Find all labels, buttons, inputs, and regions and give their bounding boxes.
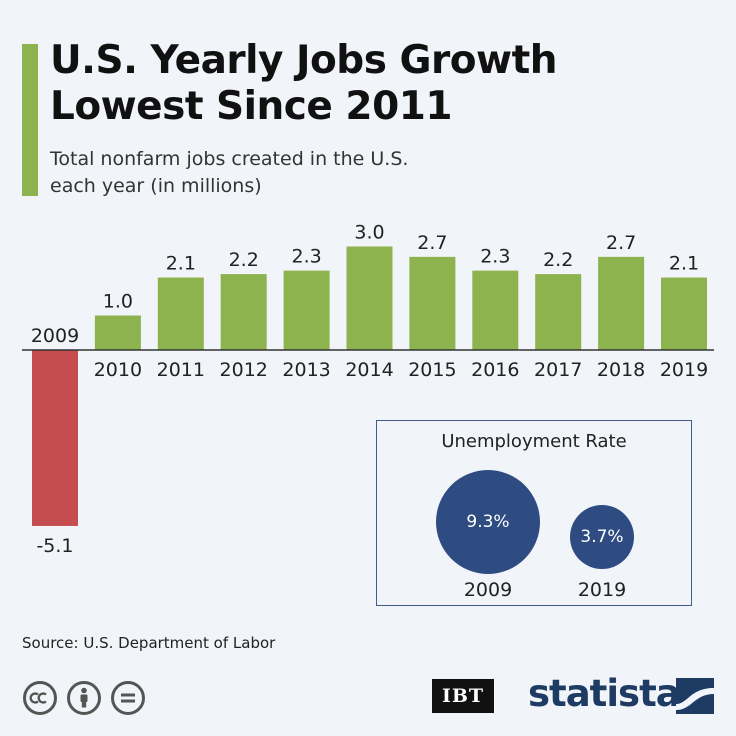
unemployment-title: Unemployment Rate (441, 431, 627, 452)
bar-2010 (94, 315, 141, 350)
bar-2019 (661, 277, 707, 350)
category-label-2018: 2018 (597, 359, 645, 381)
value-label-2011: 2.1 (166, 253, 196, 275)
subtitle-line-1: Total nonfarm jobs created in the U.S. (50, 148, 409, 170)
category-label-2012: 2012 (220, 359, 268, 381)
unemployment-value-2019: 3.7% (580, 527, 624, 547)
value-label-2009: -5.1 (36, 535, 73, 557)
bar-2018 (598, 256, 645, 350)
category-label-2017: 2017 (534, 359, 582, 381)
no-derivatives-equals-icon[interactable] (110, 680, 146, 716)
category-label-2011: 2011 (157, 359, 205, 381)
title-accent-bar (22, 44, 38, 196)
bar-2009 (32, 350, 78, 526)
value-label-2012: 2.2 (229, 249, 259, 271)
category-label-2019: 2019 (660, 359, 708, 381)
bar-2015 (409, 256, 456, 350)
creative-commons-icon[interactable] (22, 680, 58, 716)
value-label-2010: 1.0 (103, 291, 133, 313)
title-line-1: U.S. Yearly Jobs Growth (50, 38, 557, 83)
category-label-2014: 2014 (345, 359, 393, 381)
value-label-2016: 2.3 (480, 246, 510, 268)
value-label-2014: 3.0 (354, 222, 384, 244)
license-icons (22, 680, 146, 716)
title-line-2: Lowest Since 2011 (50, 84, 452, 129)
bar-2016 (472, 270, 519, 350)
unemployment-year-2019: 2019 (577, 579, 627, 601)
page-title: U.S. Yearly Jobs Growth Lowest Since 201… (50, 38, 557, 130)
bar-2012 (220, 274, 267, 350)
attribution-person-icon[interactable] (66, 680, 102, 716)
ibt-logo[interactable]: IBT (432, 679, 494, 713)
category-label-2016: 2016 (471, 359, 519, 381)
value-label-2013: 2.3 (291, 246, 321, 268)
category-label-2010: 2010 (94, 359, 142, 381)
category-label-2013: 2013 (282, 359, 330, 381)
page-subtitle: Total nonfarm jobs created in the U.S. e… (50, 146, 408, 200)
value-label-2018: 2.7 (606, 232, 636, 254)
category-label-2015: 2015 (408, 359, 456, 381)
unemployment-value-2009: 9.3% (466, 512, 510, 532)
value-label-2019: 2.1 (669, 253, 699, 275)
source-note: Source: U.S. Department of Labor (22, 634, 276, 652)
unemployment-bubble-2009: 9.3% (436, 470, 540, 574)
value-label-2015: 2.7 (417, 232, 447, 254)
statista-logo-icon[interactable] (676, 678, 714, 714)
unemployment-year-2009: 2009 (463, 579, 513, 601)
statista-logo-text[interactable]: statista (528, 672, 681, 715)
category-label-2009: 2009 (31, 325, 79, 347)
bar-2017 (535, 274, 582, 350)
bar-2014 (346, 246, 393, 350)
bar-2011 (157, 277, 204, 350)
jobs-bar-chart: -5.1 2009 1.0 2010 2.1 2011 2.2 2012 2.3 2013 3.0 2… (22, 222, 714, 557)
bar-2013 (283, 270, 330, 350)
unemployment-rate-panel: Unemployment Rate 9.3% 3.7% 2009 2019 (376, 420, 692, 606)
unemployment-bubble-2019: 3.7% (570, 505, 634, 569)
value-label-2017: 2.2 (543, 249, 573, 271)
subtitle-line-2: each year (in millions) (50, 175, 262, 197)
